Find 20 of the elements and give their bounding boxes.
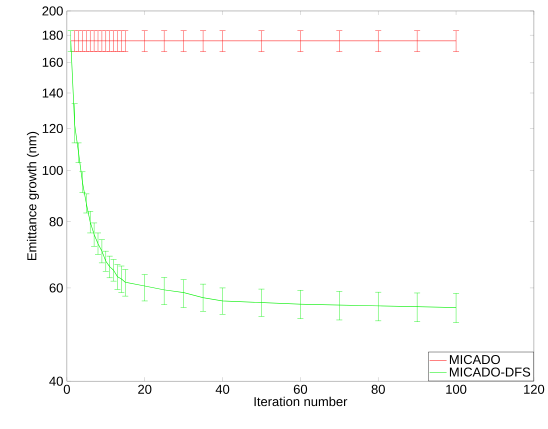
y-tick-label: 180 <box>42 30 63 40</box>
y-axis-title: Emittance growth (nm) <box>26 132 39 260</box>
x-tick-label: 20 <box>138 384 152 394</box>
x-tick-label: 80 <box>372 384 385 394</box>
y-tick-label: 80 <box>50 217 63 226</box>
y-tick-label: 140 <box>42 88 63 98</box>
legend-label: MICADO <box>450 354 500 364</box>
x-axis-title: Iteration number <box>254 396 348 406</box>
y-tick-label: 120 <box>42 124 63 133</box>
x-tick-label: 0 <box>64 384 70 394</box>
y-tick-label: 100 <box>42 166 63 175</box>
x-tick-label: 40 <box>216 384 230 394</box>
x-tick-label: 100 <box>446 384 466 394</box>
y-tick-label: 160 <box>42 58 63 67</box>
x-tick-label: 120 <box>524 384 544 394</box>
y-tick-label: 60 <box>50 283 63 292</box>
y-tick-label: 40 <box>49 376 63 386</box>
y-tick-label: 200 <box>42 6 63 16</box>
x-tick-label: 60 <box>294 384 308 394</box>
legend-label: MICADO-DFS <box>450 367 530 377</box>
